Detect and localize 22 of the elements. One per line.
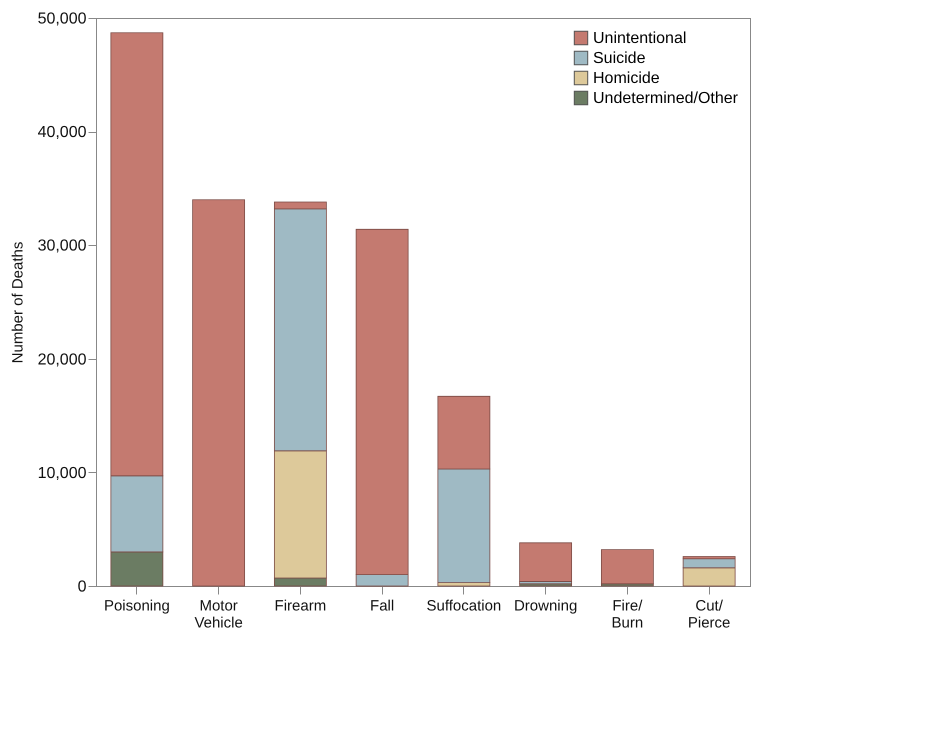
legend-label: Suicide <box>593 50 646 67</box>
y-tick-label: 50,000 <box>38 10 87 28</box>
x-tick-label: Firearm <box>274 598 326 614</box>
y-axis-title: Number of Deaths <box>10 242 27 364</box>
legend-label: Undetermined/Other <box>593 90 739 107</box>
y-tick-label: 0 <box>78 578 87 596</box>
x-tick-label: Suffocation <box>426 598 502 614</box>
x-tick-label: Drowning <box>514 598 578 614</box>
y-tick-label: 20,000 <box>38 351 87 368</box>
x-tick-label: Poisoning <box>104 598 170 614</box>
y-tick-label: 40,000 <box>38 124 87 142</box>
legend-label: Homicide <box>593 70 660 87</box>
legend-label: Unintentional <box>593 30 686 47</box>
bar <box>192 199 246 586</box>
y-tick-label: 10,000 <box>38 464 87 482</box>
x-tick-label: Fire/ Burn <box>612 598 644 632</box>
x-tick-label: Motor Vehicle <box>194 598 243 632</box>
x-tick-label: Fall <box>370 598 394 614</box>
bar <box>600 549 654 584</box>
y-tick-label: 30,000 <box>38 238 87 255</box>
bar <box>519 542 572 582</box>
x-tick-label: Cut/ Pierce <box>688 598 730 632</box>
